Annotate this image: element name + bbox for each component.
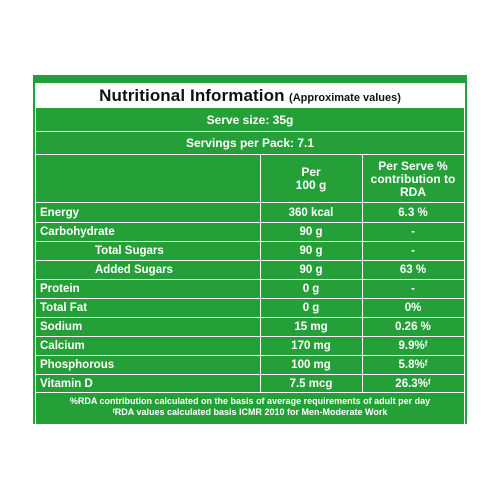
nutrient-per-100g: 170 mg bbox=[291, 339, 331, 352]
row-divider bbox=[36, 355, 464, 356]
row-divider bbox=[36, 298, 464, 299]
footnote-divider bbox=[36, 392, 464, 393]
row-divider bbox=[36, 279, 464, 280]
row-divider bbox=[36, 241, 464, 242]
servings-per-pack: Servings per Pack: 7.1 bbox=[185, 136, 315, 150]
nutrient-name: Added Sugars bbox=[95, 263, 173, 276]
nutrient-rda: 0% bbox=[404, 301, 422, 314]
header-rda: Per Serve % contribution to RDA bbox=[370, 158, 456, 199]
nutrition-title: Nutritional Information bbox=[99, 86, 285, 105]
nutrition-table-border bbox=[35, 83, 465, 426]
nutrient-rda: - bbox=[411, 282, 415, 295]
nutrient-per-100g: 0 g bbox=[302, 301, 320, 314]
nutrient-per-100g: 15 mg bbox=[294, 320, 328, 333]
footnote-icmr: ᶠRDA values calculated basis ICMR 2010 f… bbox=[112, 407, 388, 417]
nutrition-title-bar: Nutritional Information (Approximate val… bbox=[36, 84, 464, 108]
nutrient-name: Total Fat bbox=[40, 301, 88, 314]
nutrient-per-100g: 100 mg bbox=[291, 358, 331, 371]
nutrient-rda: 0.26 % bbox=[395, 320, 431, 333]
nutrient-per-100g: 90 g bbox=[299, 244, 323, 257]
nutrient-rda: 5.8%ᶠ bbox=[398, 358, 428, 371]
row-divider bbox=[36, 336, 464, 337]
nutrition-title-note: (Approximate values) bbox=[289, 92, 401, 104]
row-divider bbox=[36, 260, 464, 261]
header-per-100g: Per 100 g bbox=[295, 165, 327, 192]
column-divider-2 bbox=[362, 155, 363, 392]
nutrient-name: Protein bbox=[40, 282, 80, 295]
nutrient-rda: 6.3 % bbox=[398, 206, 428, 219]
serve-size-row: Serve size: 35g bbox=[36, 108, 464, 132]
nutrient-name: Phosphorous bbox=[40, 358, 115, 371]
nutrient-per-100g: 90 g bbox=[299, 225, 323, 238]
nutrient-name: Calcium bbox=[40, 339, 85, 352]
servings-per-pack-row: Servings per Pack: 7.1 bbox=[36, 132, 464, 155]
nutrient-rda: 63 % bbox=[399, 263, 427, 276]
nutrient-per-100g: 0 g bbox=[302, 282, 320, 295]
row-divider bbox=[36, 222, 464, 223]
header-divider bbox=[36, 202, 464, 203]
nutrient-rda: - bbox=[411, 225, 415, 238]
nutrient-per-100g: 7.5 mcg bbox=[289, 377, 333, 390]
nutrient-name: Energy bbox=[40, 206, 79, 219]
nutrition-panel bbox=[33, 75, 467, 424]
nutrient-per-100g: 90 g bbox=[299, 263, 323, 276]
serve-size: Serve size: 35g bbox=[206, 112, 294, 127]
footnote-rda-basis: %RDA contribution calculated on the basi… bbox=[69, 396, 431, 406]
nutrient-per-100g: 360 kcal bbox=[288, 206, 334, 219]
row-divider bbox=[36, 374, 464, 375]
column-divider-1 bbox=[260, 155, 261, 392]
nutrient-rda: 26.3%ᶠ bbox=[395, 377, 431, 390]
nutrient-name: Carbohydrate bbox=[40, 225, 115, 238]
nutrient-rda: - bbox=[411, 244, 415, 257]
nutrient-name: Total Sugars bbox=[95, 244, 164, 257]
row-divider bbox=[36, 317, 464, 318]
nutrient-rda: 9.9%ᶠ bbox=[398, 339, 428, 352]
nutrient-name: Sodium bbox=[40, 320, 83, 333]
nutrient-name: Vitamin D bbox=[40, 377, 93, 390]
